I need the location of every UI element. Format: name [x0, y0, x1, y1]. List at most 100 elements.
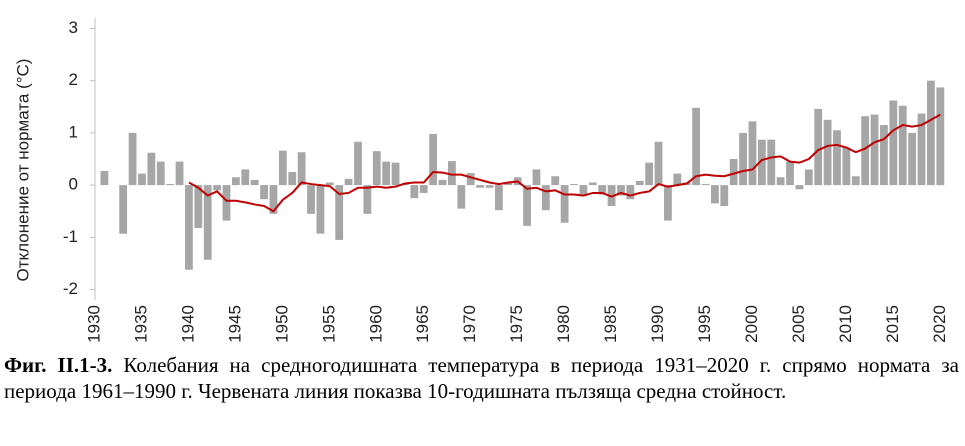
bar: [927, 80, 935, 186]
bar: [776, 177, 785, 186]
moving-average-line: [188, 113, 941, 213]
bar: [213, 185, 221, 191]
x-tick-label: 1965: [413, 305, 432, 343]
bar: [795, 185, 804, 190]
bar: [260, 185, 268, 200]
x-tick-label: 1930: [84, 305, 103, 343]
bar: [720, 185, 729, 206]
bar: [269, 185, 278, 214]
bar: [494, 185, 503, 211]
bar: [316, 185, 325, 234]
bar: [880, 125, 888, 186]
bar: [335, 185, 344, 240]
bar: [767, 139, 776, 186]
bar: [541, 185, 550, 211]
caption-text: Колебания на средногодишната температура…: [4, 353, 959, 403]
bar: [842, 147, 851, 186]
bar: [485, 185, 494, 188]
bar: [710, 185, 719, 204]
y-tick-label: 3: [69, 18, 78, 37]
bar: [128, 132, 137, 186]
bar: [175, 161, 184, 186]
bar: [579, 185, 588, 196]
bar: [532, 169, 541, 186]
y-axis-label: Отклонение от нормата (°C): [13, 59, 32, 282]
bar: [372, 151, 381, 186]
y-tick-label: 2: [69, 70, 78, 89]
bar: [147, 152, 156, 186]
x-tick-label: 1950: [272, 305, 291, 343]
bar: [476, 185, 484, 188]
bar: [231, 177, 240, 186]
bar: [917, 113, 926, 186]
y-tick-label: 0: [69, 175, 78, 194]
bar: [645, 162, 654, 186]
x-tick-label: 2015: [883, 305, 902, 343]
x-tick-label: 1975: [507, 305, 526, 343]
bar: [664, 185, 672, 221]
bar: [222, 185, 231, 221]
bar: [908, 132, 917, 186]
x-tick-label: 1995: [695, 305, 714, 343]
bar: [635, 180, 644, 186]
bar: [278, 150, 287, 186]
bar: [673, 173, 682, 186]
x-tick-label: 1960: [366, 305, 385, 343]
bar: [739, 132, 747, 186]
bar: [598, 185, 607, 195]
bar: [382, 161, 391, 186]
bar: [156, 161, 165, 186]
bar: [757, 139, 766, 186]
bar: [823, 119, 832, 186]
x-tick-label: 2010: [836, 305, 855, 343]
bar: [626, 185, 635, 200]
bar: [363, 185, 372, 214]
x-tick-label: 1940: [178, 305, 197, 343]
bar: [804, 169, 813, 186]
x-tick-label: 2005: [789, 305, 808, 343]
bar: [936, 87, 945, 186]
bar: [119, 185, 128, 234]
bar: [748, 121, 757, 186]
bar: [729, 159, 738, 186]
x-tick-label: 2020: [930, 305, 949, 343]
bar: [560, 185, 569, 223]
bar: [504, 182, 513, 186]
bar: [241, 169, 250, 186]
bar: [523, 185, 531, 226]
bar: [654, 141, 663, 186]
bar: [344, 178, 353, 186]
y-tick-label: -1: [63, 227, 78, 246]
bar: [419, 185, 428, 193]
bar: [354, 141, 362, 186]
bar: [325, 182, 334, 186]
y-tick-label: -2: [63, 279, 78, 298]
x-tick-label: 2000: [742, 305, 761, 343]
bar: [833, 130, 841, 186]
x-tick-label: 1935: [131, 305, 150, 343]
x-tick-label: 1990: [648, 305, 667, 343]
bar: [307, 185, 315, 214]
caption-label: Фиг. II.1-3.: [4, 353, 113, 377]
x-tick-label: 1955: [319, 305, 338, 343]
bar: [250, 179, 259, 186]
bar: [889, 100, 898, 186]
bar: [100, 171, 109, 186]
bar: [870, 114, 879, 186]
bar: [814, 108, 823, 186]
bar: [203, 185, 212, 260]
bar: [861, 116, 870, 186]
bar: [617, 185, 625, 196]
bar: [466, 173, 475, 186]
bar: [438, 179, 447, 186]
bar: [429, 133, 438, 186]
bar: [410, 185, 419, 199]
bar: [166, 184, 175, 186]
y-tick-label: 1: [69, 122, 78, 141]
bar: [692, 107, 701, 186]
bar: [185, 185, 193, 270]
x-tick-label: 1980: [554, 305, 573, 343]
bar: [138, 173, 146, 186]
bar: [457, 185, 466, 209]
